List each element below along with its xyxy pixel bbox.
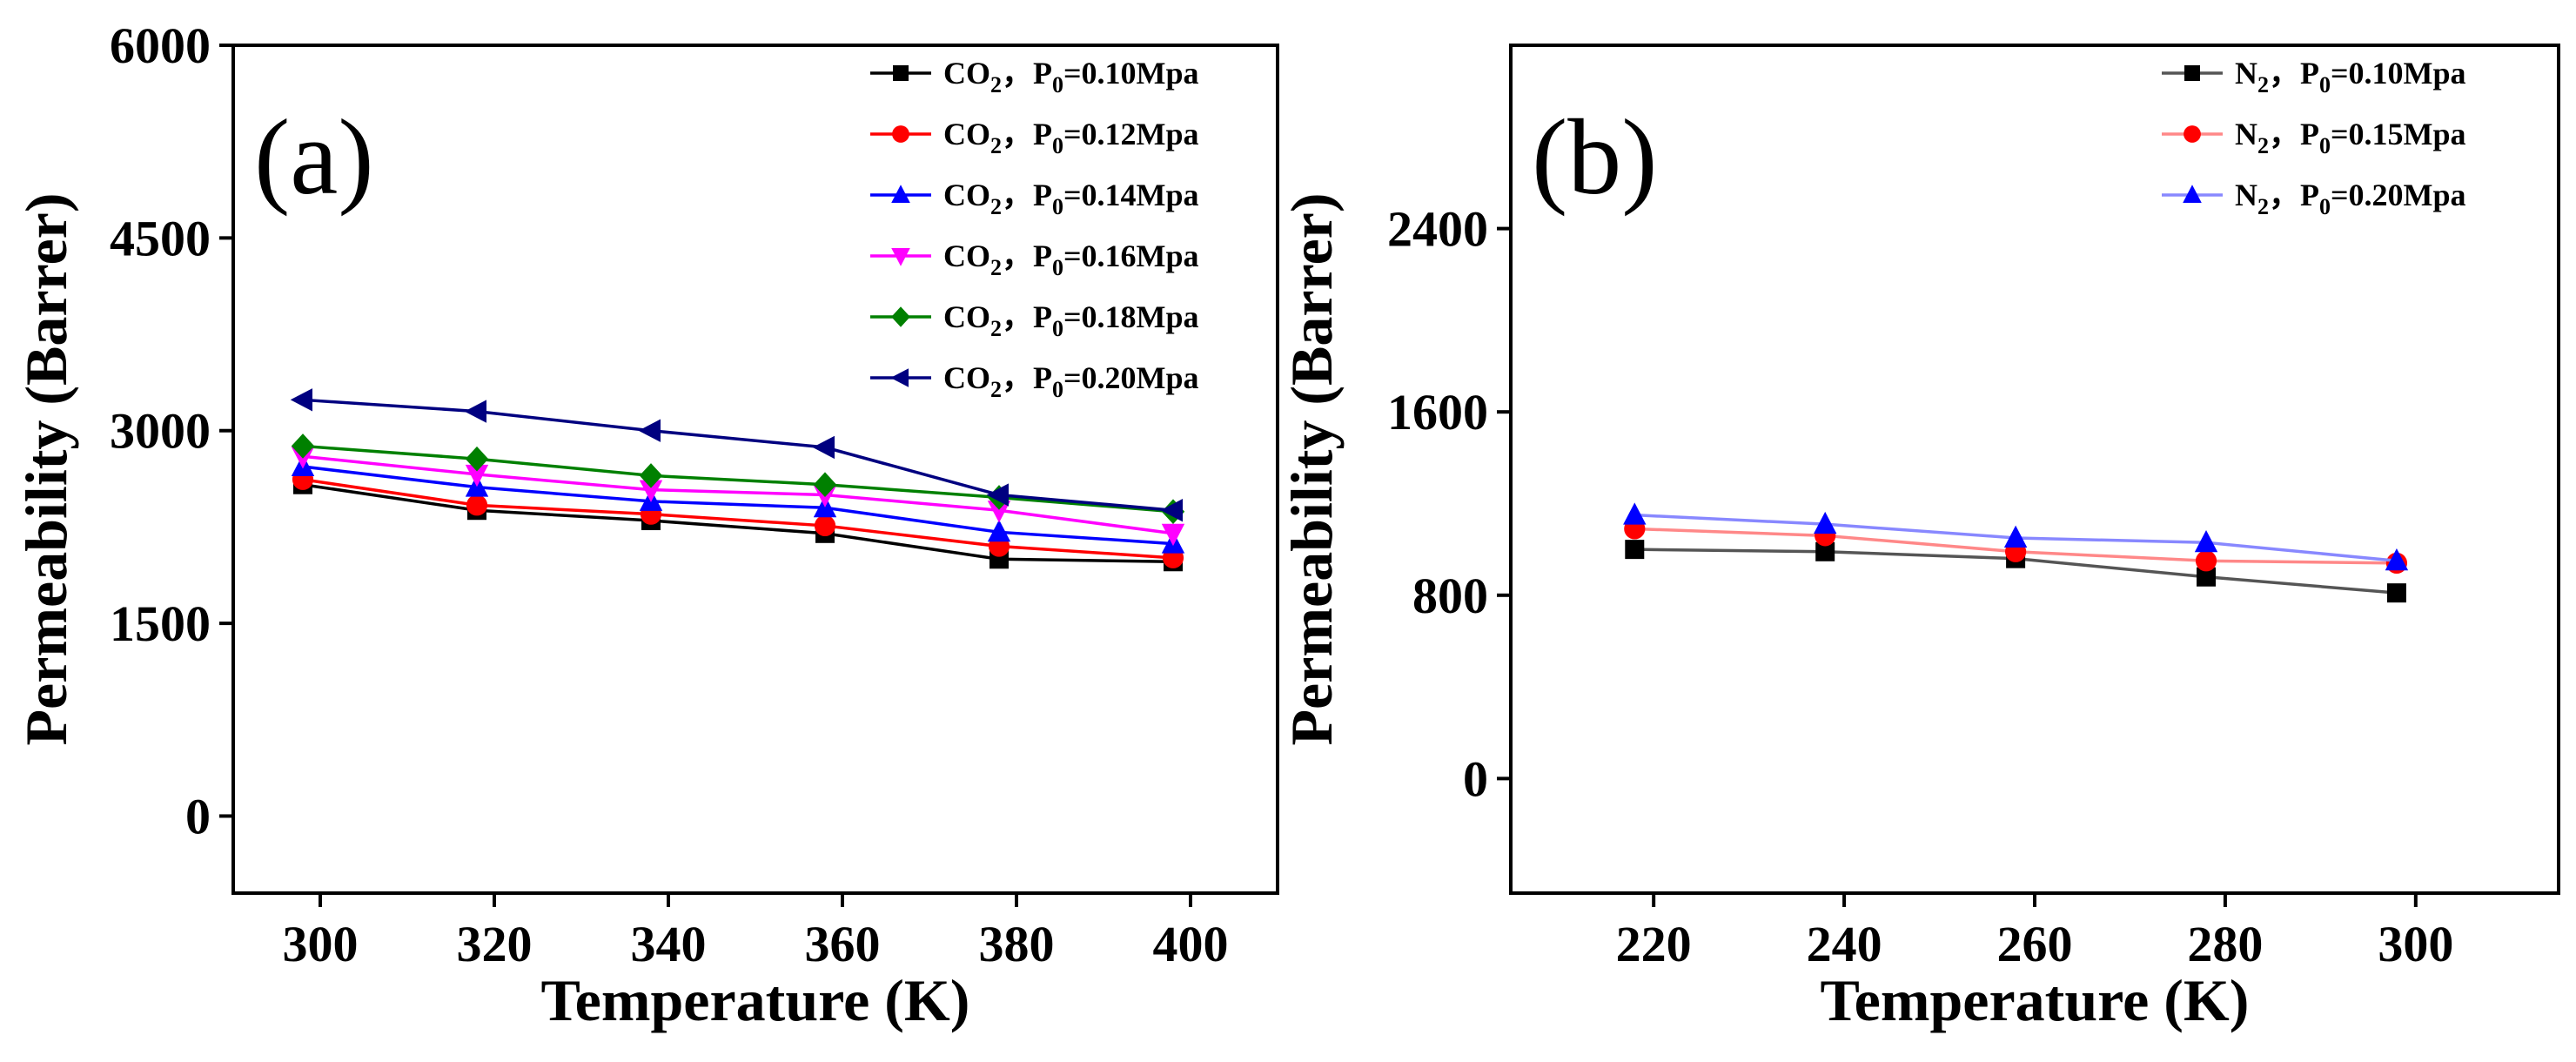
y-tick-label: 4500 [110,210,211,266]
series-line [302,478,1174,560]
series-line [302,398,1174,512]
legend-label: N2，P0=0.15Mpa [2235,117,2466,158]
data-point [639,463,663,488]
panel-a-chart: 300 320 340 360 380 400 0 1500 3000 4500 6000 Tempe… [13,17,1279,1033]
legend-label: N2，P0=0.10Mpa [2235,56,2466,97]
legend-entry: CO2，P0=0.12Mpa [870,117,1199,158]
legend: CO2，P0=0.10Mpa CO2，P0=0.12Mpa CO2，P0=0.14M… [870,56,1199,402]
data-point [1160,499,1183,522]
data-point [1625,540,1645,560]
x-tick-label: 220 [1616,916,1692,972]
series-4 [291,434,1185,524]
legend: N2，P0=0.10Mpa N2，P0=0.15Mpa N2，P0=0.20Mpa [2162,56,2466,219]
x-axis-title: Temperature (K) [1821,967,2250,1033]
legend-label: CO2，P0=0.12Mpa [943,117,1199,158]
data-point [987,501,1011,523]
data-point [639,480,663,502]
legend-entry: N2，P0=0.20Mpa [2162,178,2466,219]
series-0 [293,474,1183,572]
data-point [291,434,315,459]
x-tick-label: 300 [2378,916,2453,972]
legend-entry: CO2，P0=0.18Mpa [870,299,1199,341]
plot-frame [231,44,1279,895]
data-point [465,464,489,487]
data-point [987,520,1011,542]
data-point [986,483,1009,507]
legend-label: CO2，P0=0.10Mpa [943,56,1199,97]
x-tick-label: 280 [2187,916,2263,972]
y-tick-label: 1500 [110,595,211,652]
y-tick-label: 0 [185,788,211,844]
data-point [2197,567,2217,587]
panel-b-chart: 220 240 260 280 300 0 800 1600 2400 Temperature (… [1278,44,2560,1033]
panel-label: (b) [1532,97,1658,217]
legend-entry: CO2，P0=0.10Mpa [870,56,1199,97]
legend-marker [891,185,910,203]
data-point [638,419,661,442]
y-tick-label: 2400 [1387,201,1488,258]
y-tick-label: 800 [1412,568,1488,624]
x-tick-label: 380 [979,916,1055,972]
series-5 [290,388,1183,522]
legend-marker [2183,185,2202,203]
x-tick-label: 360 [805,916,881,972]
legend-marker [890,368,909,387]
legend-marker [891,306,910,327]
data-point [466,494,488,516]
series-line [302,482,1174,564]
series-1 [292,468,1184,568]
data-point [2195,550,2217,572]
y-tick-label: 0 [1463,750,1488,807]
data-point [1161,523,1185,547]
data-point [1815,541,1835,561]
data-point [2386,583,2406,603]
x-tick-label: 400 [1153,916,1229,972]
x-tick-label: 300 [283,916,359,972]
y-axis-title: Permeability (Barrer) [13,192,79,745]
series-line [302,454,1174,535]
legend-label: CO2，P0=0.18Mpa [943,299,1199,341]
legend-label: CO2，P0=0.16Mpa [943,239,1199,280]
data-point [2003,525,2028,548]
series-2 [291,454,1185,554]
legend-marker [893,65,909,81]
legend-marker [892,125,909,143]
legend-entry: CO2，P0=0.14Mpa [870,178,1199,219]
legend-marker [2184,125,2201,143]
legend-marker [2184,65,2200,81]
x-tick-label: 320 [457,916,533,972]
legend-label: CO2，P0=0.20Mpa [943,360,1199,402]
x-tick-label: 340 [631,916,707,972]
plot-frame [1509,44,2560,895]
x-tick-label: 240 [1807,916,1882,972]
data-point [465,446,489,472]
data-point [814,514,836,537]
data-point [1623,502,1647,525]
data-point [290,388,312,412]
panel-label: (a) [254,97,374,217]
data-point [813,472,837,498]
legend-label: N2，P0=0.20Mpa [2235,178,2466,219]
series-line [302,465,1174,546]
y-tick-label: 6000 [110,17,211,74]
legend-entry: CO2，P0=0.20Mpa [870,360,1199,402]
data-point [2385,548,2409,571]
legend-label: CO2，P0=0.14Mpa [943,178,1199,219]
legend-entry: CO2，P0=0.16Mpa [870,239,1199,280]
legend-marker [891,248,910,266]
y-axis-title: Permeability (Barrer) [1278,192,1345,745]
x-tick-label: 260 [1997,916,2073,972]
data-point [812,435,835,460]
data-point [464,400,486,423]
data-point [2194,529,2218,553]
series-line [302,444,1174,514]
data-point [1814,511,1837,534]
y-tick-label: 3000 [110,403,211,460]
x-axis-title: Temperature (K) [541,967,970,1033]
y-tick-label: 1600 [1387,384,1488,440]
legend-entry: N2，P0=0.15Mpa [2162,117,2466,158]
series-2 [1623,502,2409,571]
legend-entry: N2，P0=0.10Mpa [2162,56,2466,97]
